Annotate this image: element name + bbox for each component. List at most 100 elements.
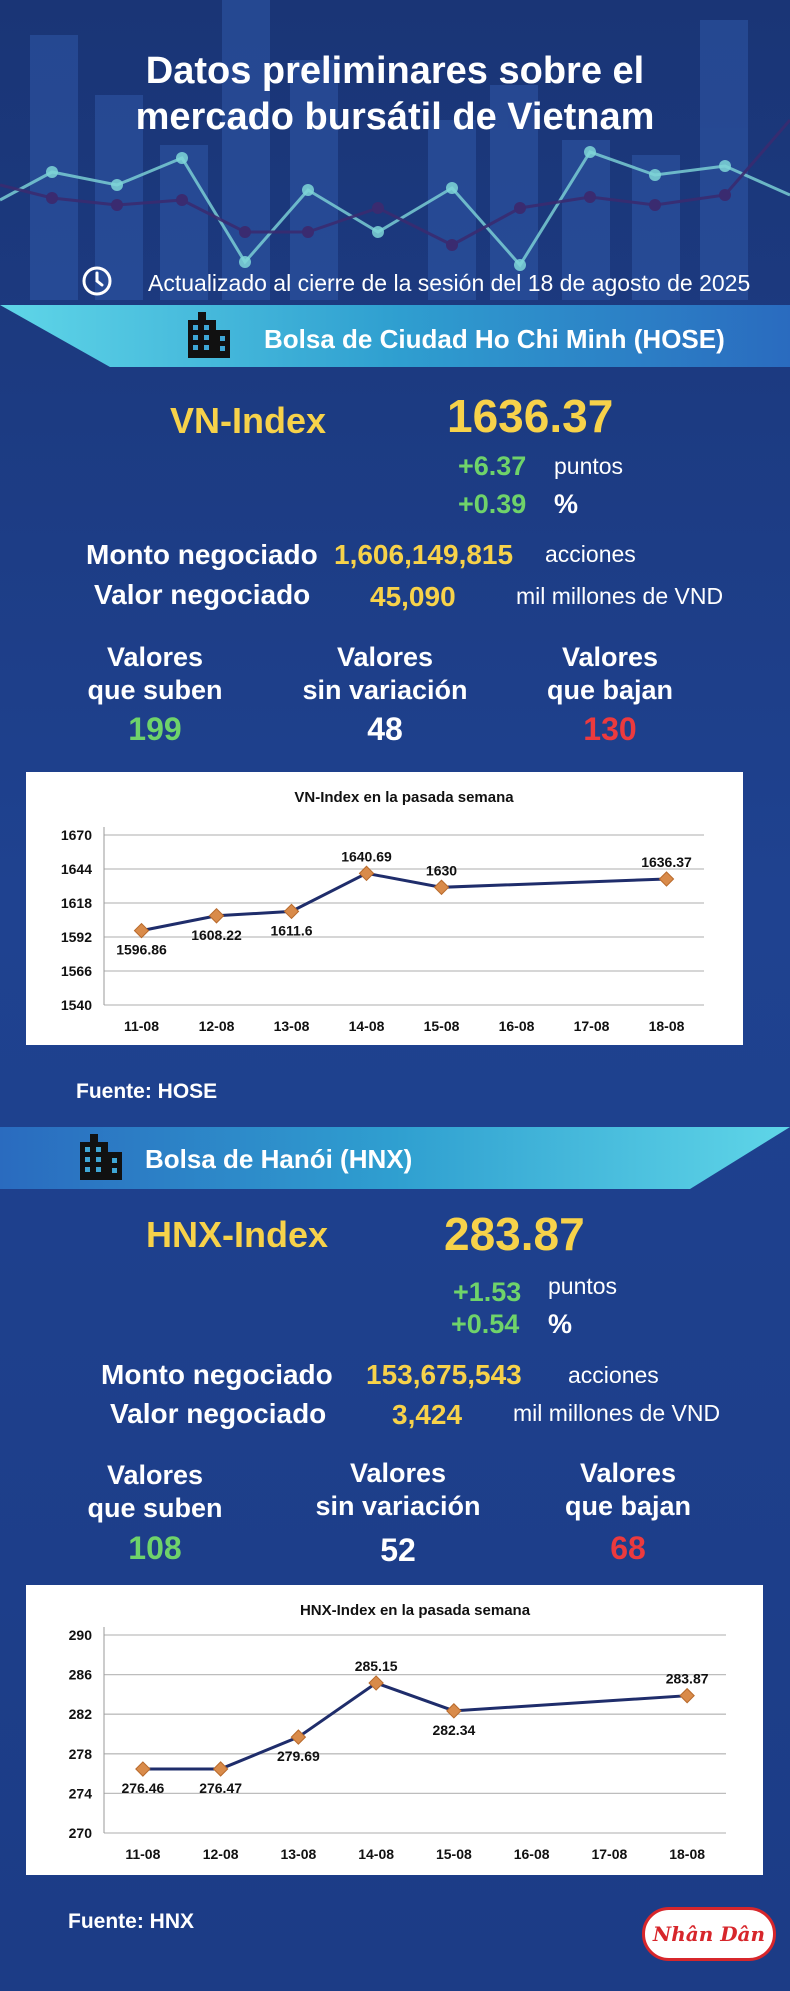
x-tick-label: 11-08 (124, 1018, 159, 1034)
series-line (142, 1681, 688, 1771)
data-point (358, 865, 375, 882)
hnx-up-label-2: que suben (87, 1493, 223, 1523)
hnx-up-label-1: Valores (106, 1460, 204, 1490)
series-line (141, 871, 667, 933)
data-point (135, 1761, 151, 1777)
y-tick-label: 1618 (61, 895, 92, 911)
hose-change-percent: +0.39 (458, 489, 527, 519)
y-tick-label: 278 (69, 1746, 93, 1762)
hnx-volume-value: 153,675,543 (366, 1359, 522, 1390)
data-label: 285.15 (355, 1658, 398, 1674)
hnx-change-percent: +0.54 (451, 1309, 520, 1339)
logo-text: Nhân Dân (652, 1922, 766, 1946)
hnx-value-label: Valor negociado (110, 1398, 327, 1429)
y-tick-label: 1670 (61, 827, 92, 843)
hose-up-count: 199 (128, 711, 182, 747)
hnx-volume-unit: acciones (568, 1362, 659, 1388)
x-tick-label: 17-08 (591, 1846, 627, 1862)
data-label: 1640.69 (341, 848, 392, 864)
hose-chart: VN-Index en la pasada semana 1540 1566 1592… (26, 772, 743, 1045)
data-label: 276.47 (199, 1780, 242, 1796)
x-tick-label: 13-08 (274, 1018, 310, 1034)
hose-volume-label: Monto negociado (86, 539, 318, 570)
y-tick-label: 286 (69, 1667, 93, 1683)
hnx-ribbon (0, 1127, 790, 1189)
hose-exchange-name: Bolsa de Ciudad Ho Chi Minh (HOSE) (264, 324, 725, 354)
hose-down-label-1: Valores (561, 642, 659, 672)
y-tick-label: 274 (69, 1785, 93, 1801)
data-point (283, 903, 300, 920)
x-tick-label: 16-08 (499, 1018, 535, 1034)
hose-volume-value: 1,606,149,815 (334, 539, 514, 570)
hose-change-points: +6.37 (458, 451, 527, 481)
data-label: 1596.86 (116, 942, 167, 958)
y-tick-label: 270 (69, 1825, 93, 1841)
hose-source: Fuente: HOSE (76, 1080, 218, 1103)
data-label: 283.87 (666, 1671, 709, 1687)
hose-percent-unit: % (554, 489, 579, 519)
hnx-flat-label-1: Valores (349, 1458, 447, 1488)
hnx-down-label-2: que bajan (564, 1491, 692, 1521)
hose-down-count: 130 (583, 711, 637, 747)
x-tick-label: 15-08 (424, 1018, 460, 1034)
x-tick-label: 18-08 (669, 1846, 705, 1862)
hnx-index-name: HNX-Index (146, 1214, 329, 1255)
hnx-up-label: Valores que suben (40, 1459, 270, 1525)
hnx-value-value: 3,424 (392, 1399, 463, 1430)
data-label: 282.34 (432, 1722, 475, 1738)
hose-flat-label: Valores sin variación (270, 641, 500, 707)
title-line-2: mercado bursátil de Vietnam (135, 96, 655, 138)
y-tick-label: 282 (69, 1706, 93, 1722)
hose-down-label: Valores que bajan (495, 641, 725, 707)
hnx-volume-label: Monto negociado (101, 1359, 333, 1390)
data-point (368, 1675, 384, 1691)
hose-up-label-1: Valores (106, 642, 204, 672)
clock-icon (82, 266, 112, 296)
hnx-up-count: 108 (128, 1530, 182, 1566)
chart-title: HNX-Index en la pasada semana (300, 1602, 531, 1619)
nhandan-logo: Nhân Dân (642, 1907, 776, 1961)
hnx-down-count: 68 (610, 1530, 646, 1566)
chart-title: VN-Index en la pasada semana (294, 789, 514, 806)
data-point (679, 1687, 695, 1704)
updated-text: Actualizado al cierre de la sesión del 1… (148, 270, 751, 296)
data-point (446, 1703, 462, 1719)
building-icon (80, 1134, 122, 1180)
hnx-flat-label: Valores sin variación (283, 1457, 513, 1523)
hose-value-label: Valor negociado (94, 579, 311, 610)
hnx-index-value: 283.87 (444, 1208, 585, 1260)
hose-flat-label-2: sin variación (302, 675, 468, 705)
x-tick-label: 13-08 (280, 1846, 316, 1862)
data-point (133, 922, 150, 939)
hose-points-unit: puntos (554, 453, 624, 479)
data-point (433, 879, 450, 896)
hose-flat-count: 48 (367, 711, 403, 747)
y-tick-label: 1566 (61, 963, 92, 979)
hose-index-value: 1636.37 (447, 390, 614, 442)
data-label: 1636.37 (641, 854, 692, 870)
y-tick-label: 290 (69, 1627, 93, 1643)
hose-up-label-2: que suben (87, 675, 223, 705)
building-icon (188, 312, 230, 358)
title-line-1: Datos preliminares sobre el (145, 50, 645, 92)
x-tick-label: 11-08 (125, 1846, 160, 1862)
page-title: Datos preliminares sobre el mercado burs… (0, 48, 790, 140)
hnx-change-points: +1.53 (453, 1277, 522, 1307)
data-point (658, 871, 675, 887)
hnx-flat-label-2: sin variación (315, 1491, 481, 1521)
hose-chart-svg: VN-Index en la pasada semana 1540 1566 1592… (61, 789, 704, 1034)
y-tick-label: 1592 (61, 929, 92, 945)
data-point (290, 1729, 307, 1745)
data-point (212, 1761, 229, 1777)
hnx-exchange-name: Bolsa de Hanói (HNX) (145, 1144, 413, 1174)
hnx-chart-svg: HNX-Index en la pasada semana 270 274 278 28… (69, 1602, 726, 1862)
y-tick-label: 1540 (61, 997, 92, 1013)
hnx-down-label-1: Valores (579, 1458, 677, 1488)
x-tick-label: 15-08 (436, 1846, 472, 1862)
data-label: 276.46 (121, 1780, 164, 1796)
hnx-down-label: Valores que bajan (513, 1457, 743, 1523)
hnx-value-unit: mil millones de VND (513, 1400, 721, 1426)
hnx-flat-count: 52 (380, 1532, 416, 1568)
data-label: 279.69 (277, 1748, 320, 1764)
